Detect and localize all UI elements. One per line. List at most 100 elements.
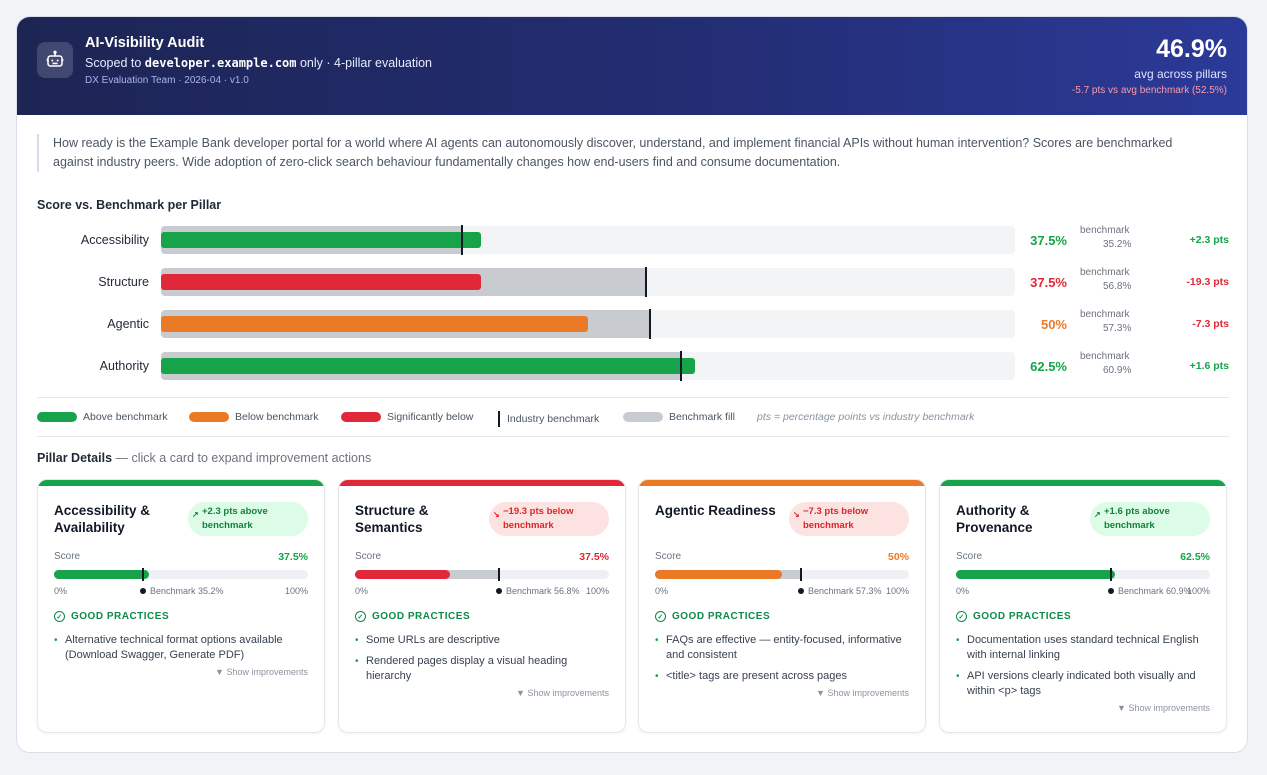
pillar-card[interactable]: Structure & Semantics ↘ −19.3 pts below be…: [338, 479, 626, 733]
pillar-benchmark-label: benchmark 60.9%: [1080, 350, 1131, 378]
badge-text: +1.6 pts above benchmark: [1104, 506, 1170, 531]
pillar-bar-row: Structure 37.5% benchmark 56.8% -19.3 pts: [37, 267, 1229, 297]
trend-up-icon: ↗: [192, 510, 199, 519]
pillar-bar-label: Authority: [99, 359, 149, 373]
card-score-label: Score: [54, 551, 81, 562]
card-score-bar: [355, 570, 450, 579]
good-practice-item: Documentation uses standard technical En…: [956, 633, 1214, 663]
card-delta-badge: ↘ −19.3 pts below benchmark: [489, 502, 609, 536]
benchmark-value: 57.3%: [1103, 323, 1132, 334]
benchmark-value: 60.9%: [1103, 365, 1132, 376]
legend-note: pts = percentage points vs industry benc…: [757, 411, 975, 423]
trend-down-icon: ↘: [793, 510, 800, 519]
audit-header: AI-Visibility Audit Scoped to developer.…: [17, 17, 1247, 115]
card-benchmark-marker: [498, 568, 500, 581]
benchmark-caption: benchmark: [1080, 267, 1130, 278]
axis-max: 100%: [1186, 586, 1210, 596]
good-practice-item: <title> tags are present across pages: [655, 669, 913, 684]
axis-benchmark: Benchmark 56.8%: [496, 586, 580, 596]
show-improvements-toggle[interactable]: ▼ Show improvements: [215, 667, 308, 677]
good-practices-title: GOOD PRACTICES: [672, 611, 771, 622]
benchmark-marker: [645, 267, 647, 297]
legend-swatch-sig-below: [341, 412, 381, 422]
card-accent: [639, 480, 925, 486]
pillar-score: 62.5%: [1030, 359, 1067, 374]
audit-panel: AI-Visibility Audit Scoped to developer.…: [16, 16, 1248, 753]
check-circle-icon: ✓: [54, 611, 65, 622]
good-practice-item: Rendered pages display a visual heading …: [355, 654, 613, 684]
card-axis: 0% Benchmark 57.3% 100%: [655, 586, 909, 598]
details-section-title: Pillar Details — click a card to expand …: [37, 451, 371, 465]
card-score-bar: [54, 570, 149, 579]
benchmark-caption: benchmark: [1080, 351, 1130, 362]
legend-bench-fill: Benchmark fill: [623, 411, 735, 423]
axis-benchmark: Benchmark 60.9%: [1108, 586, 1192, 596]
axis-benchmark-label: Benchmark 57.3%: [808, 586, 882, 596]
pillar-card[interactable]: Agentic Readiness ↘ −7.3 pts below benchma…: [638, 479, 926, 733]
pillar-card[interactable]: Accessibility & Availability ↗ +2.3 pts ab…: [37, 479, 325, 733]
pillar-bar-row: Agentic 50% benchmark 57.3% -7.3 pts: [37, 308, 1229, 339]
axis-min: 0%: [655, 586, 669, 596]
axis-benchmark-label: Benchmark 60.9%: [1118, 586, 1192, 596]
card-score-value: 62.5%: [1180, 551, 1210, 563]
axis-max: 100%: [885, 586, 909, 596]
axis-min: 0%: [956, 586, 970, 596]
pillar-bar-label: Accessibility: [80, 233, 149, 247]
pillar-benchmark-label: benchmark 57.3%: [1080, 308, 1131, 336]
show-improvements-toggle[interactable]: ▼ Show improvements: [516, 688, 609, 698]
good-practices-title: GOOD PRACTICES: [71, 611, 170, 622]
card-accent: [339, 480, 625, 486]
audit-meta: DX Evaluation Team · 2026-04 · v1.0: [85, 75, 249, 86]
axis-benchmark: Benchmark 57.3%: [798, 586, 882, 596]
legend-swatch-above: [37, 412, 77, 422]
card-title: Accessibility & Availability: [54, 503, 151, 535]
axis-benchmark-label: Benchmark 56.8%: [506, 586, 580, 596]
check-circle-icon: ✓: [355, 611, 366, 622]
card-delta-badge: ↗ +2.3 pts above benchmark: [188, 502, 308, 536]
pillar-benchmark-label: benchmark 35.2%: [1080, 224, 1131, 252]
good-practices-list: Alternative technical format options ava…: [54, 633, 312, 669]
badge-text: −7.3 pts below benchmark: [803, 506, 869, 531]
show-improvements-toggle[interactable]: ▼ Show improvements: [816, 688, 909, 698]
legend-sig-below: Significantly below: [341, 411, 473, 423]
benchmark-value: 35.2%: [1103, 239, 1132, 250]
axis-benchmark: Benchmark 35.2%: [140, 586, 224, 596]
benchmark-dot: [496, 588, 502, 594]
good-practices-heading: ✓ GOOD PRACTICES: [54, 611, 169, 622]
pillar-delta: +2.3 pts: [1189, 234, 1229, 246]
card-score-track: [655, 568, 909, 581]
bars-section-title: Score vs. Benchmark per Pillar: [37, 198, 222, 212]
overall-score-caption: avg across pillars: [1134, 67, 1227, 81]
card-score-value: 50%: [887, 551, 909, 563]
good-practices-heading: ✓ GOOD PRACTICES: [355, 611, 470, 622]
card-title: Agentic Readiness: [655, 503, 776, 518]
show-improvements-toggle[interactable]: ▼ Show improvements: [1117, 703, 1210, 713]
divider: [37, 436, 1229, 437]
card-score-value: 37.5%: [579, 551, 609, 563]
benchmark-dot: [140, 588, 146, 594]
card-score-bar: [956, 570, 1115, 579]
legend-swatch-bench-fill: [623, 412, 663, 422]
good-practices-title: GOOD PRACTICES: [372, 611, 471, 622]
good-practices-list: Documentation uses standard technical En…: [956, 633, 1214, 705]
card-score-label: Score: [655, 551, 682, 562]
card-benchmark-marker: [1110, 568, 1112, 581]
overall-score: 46.9%: [1156, 35, 1227, 63]
card-title: Authority & Provenance: [956, 503, 1033, 535]
intro-text: How ready is the Example Bank developer …: [37, 134, 1207, 172]
pillar-bar-row: Accessibility 37.5% benchmark 35.2% +2.3 pts: [37, 224, 1229, 255]
check-circle-icon: ✓: [655, 611, 666, 622]
scope-domain: developer.example.com: [144, 56, 297, 70]
scope-line: Scoped to developer.example.com only · 4…: [85, 56, 432, 70]
pillar-bar-track: [161, 309, 1015, 339]
legend-swatch-below: [189, 412, 229, 422]
axis-max: 100%: [585, 586, 609, 596]
card-accent: [38, 480, 324, 486]
legend-above: Above benchmark: [37, 411, 168, 423]
pillar-card[interactable]: Authority & Provenance ↗ +1.6 pts above be…: [939, 479, 1227, 733]
trend-down-icon: ↘: [493, 510, 500, 519]
pillar-bar-track: [161, 351, 1015, 381]
pillar-bar-row: Authority 62.5% benchmark 60.9% +1.6 pts: [37, 350, 1229, 381]
pillar-bar-label: Structure: [98, 275, 149, 289]
axis-benchmark-label: Benchmark 35.2%: [150, 586, 224, 596]
